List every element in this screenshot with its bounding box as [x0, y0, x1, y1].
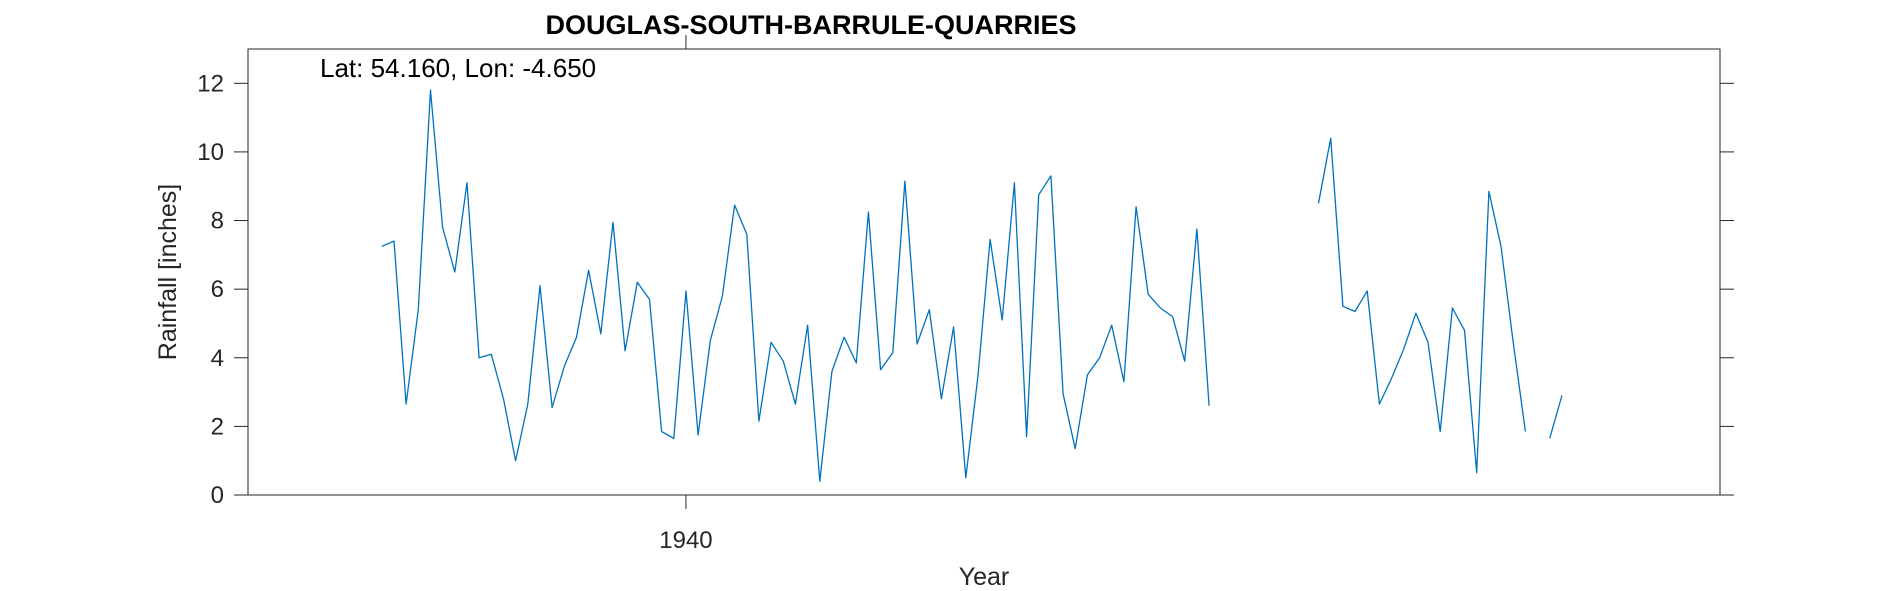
- y-tick-label: 4: [211, 345, 224, 372]
- y-tick-label: 12: [197, 70, 224, 97]
- axis-ticks: 0 2 4 6 8 10 12 1940: [197, 35, 1734, 554]
- y-tick-label: 6: [211, 276, 224, 303]
- plot-frame: [247, 48, 1721, 496]
- y-tick-label: 0: [211, 482, 224, 509]
- rainfall-line-segment: [1317, 137, 1527, 474]
- location-annotation: Lat: 54.160, Lon: -4.650: [320, 53, 596, 83]
- y-axis-label: Rainfall [inches]: [154, 184, 182, 360]
- x-axis-label: Year: [959, 563, 1010, 591]
- y-tick-label: 8: [211, 208, 224, 235]
- x-tick-label: 1940: [659, 527, 712, 554]
- series-layer: [381, 89, 1563, 482]
- rainfall-line-segment: [1549, 395, 1563, 439]
- y-tick-label: 10: [197, 139, 224, 166]
- rainfall-line-segment: [381, 89, 1210, 482]
- y-tick-label: 2: [211, 413, 224, 440]
- chart-title: DOUGLAS-SOUTH-BARRULE-QUARRIES: [546, 10, 1077, 40]
